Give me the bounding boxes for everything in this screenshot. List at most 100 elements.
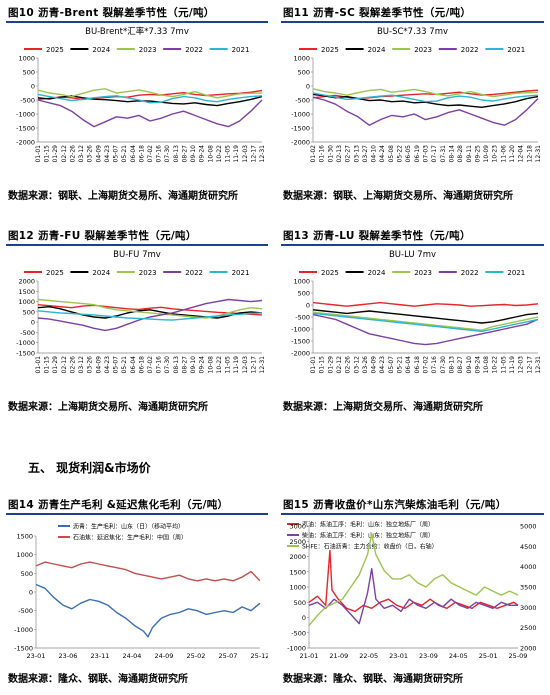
x-tick-label: 10-08 <box>483 356 490 374</box>
title-rule <box>6 21 268 23</box>
y-right-tick-label: 5000 <box>520 523 537 531</box>
panel-title-11: 图11 沥青-SC 裂解差季节性（元/吨） <box>283 7 472 19</box>
x-tick-label: 07-02 <box>147 145 154 163</box>
chart-close-vs-refining-margin: 汽油：炼油工序：毛利：山东：独立地炼厂（周） 柴油：炼油工序：毛利：山东：独立地炼… <box>287 521 537 660</box>
series-line <box>37 89 263 101</box>
x-tick-label: 04-24 <box>379 145 386 163</box>
series-line <box>37 298 263 332</box>
y-tick-label: 0 <box>306 83 310 91</box>
y-tick-label: -1500 <box>16 350 35 358</box>
y-tick-label: 500 <box>23 308 35 316</box>
chart-title: BU-FU 7mv <box>113 250 161 260</box>
title-rule <box>6 244 268 246</box>
legend-label: 2024 <box>92 46 110 54</box>
x-tick-label: 05-22 <box>397 145 404 163</box>
x-tick-label: 25-01 <box>479 652 498 660</box>
series-line <box>312 312 539 333</box>
panel-title-15: 图15 沥青收盘价*山东汽柴炼油毛利（元/吨） <box>283 499 507 511</box>
title-rule <box>281 21 544 23</box>
y-tick-label: -1000 <box>16 111 35 119</box>
x-tick-label: 06-18 <box>138 356 145 374</box>
x-tick-label: 07-02 <box>147 356 154 374</box>
x-tick-label: 07-16 <box>156 356 163 374</box>
series-line <box>308 549 519 613</box>
y-tick-label: 0 <box>29 589 33 597</box>
y-tick-label: 500 <box>23 69 35 77</box>
x-tick-label: 09-10 <box>190 145 197 163</box>
x-tick-label: 02-27 <box>345 145 352 163</box>
x-tick-label: 07-16 <box>156 145 163 163</box>
x-tick-label: 07-30 <box>440 356 447 374</box>
chart-bu-lu: BU-LU 7mv 2025 2024 2023 2022 2021 1000 500 0 -50… <box>291 250 542 374</box>
legend-label: 沥青：生产毛利：山东（日）（移动平均） <box>73 523 184 531</box>
y-tick-label: 500 <box>294 599 306 607</box>
y-tick-label: -500 <box>295 314 310 322</box>
x-tick-label: 06-04 <box>405 356 412 374</box>
x-tick-label: 12-31 <box>259 356 266 374</box>
y-tick-label: -500 <box>295 97 310 105</box>
x-tick-label: 09-11 <box>466 145 473 163</box>
chart-bu-fu: BU-FU 7mv 2025 2024 2023 2022 2021 2000 1500 100… <box>16 250 266 374</box>
x-tick-label: 25-12 <box>251 652 268 660</box>
y-right-tick-label: 3000 <box>520 604 537 612</box>
y-tick-label: 0 <box>306 302 310 310</box>
series-line <box>37 298 263 319</box>
y-tick-label: 0 <box>302 614 306 622</box>
legend-label: 2023 <box>139 46 157 54</box>
series-line <box>35 561 261 582</box>
x-tick-label: 08-27 <box>181 356 188 374</box>
y-tick-label: -500 <box>20 97 35 105</box>
x-tick-label: 10-22 <box>216 145 223 163</box>
y-right-tick-label: 2000 <box>520 645 537 653</box>
x-tick-label: 04-09 <box>95 145 102 163</box>
chart-bu-brent: BU-Brent*汇率*7.33 7mv 2025 2024 2023 2022 2021… <box>16 26 266 163</box>
x-tick-label: 06-04 <box>130 356 137 374</box>
x-tick-label: 03-26 <box>87 356 94 374</box>
x-tick-label: 25-02 <box>187 652 206 660</box>
y-tick-label: -1000 <box>291 111 310 119</box>
source-note-11: 数据来源：钢联、上海期货交易所、海通期货研究所 <box>283 191 513 202</box>
x-tick-label: 11-20 <box>509 145 516 163</box>
legend-label: 2021 <box>232 269 250 277</box>
panel-title-14: 图14 沥青生产毛利 &延迟焦化毛利（元/吨） <box>8 499 229 511</box>
x-tick-label: 09-10 <box>466 356 473 374</box>
legend-label: 2025 <box>321 269 339 277</box>
legend-label: 柴油：炼油工序：毛利：山东：独立地炼厂（周） <box>302 532 434 540</box>
x-tick-label: 06-04 <box>130 145 137 163</box>
y-tick-label: 0 <box>31 83 35 91</box>
x-tick-label: 12-31 <box>535 356 542 374</box>
y-tick-label: -2000 <box>16 139 35 147</box>
x-tick-label: 07-17 <box>431 145 438 163</box>
x-tick-label: 01-15 <box>319 356 326 374</box>
title-rule <box>281 244 544 246</box>
x-tick-label: 06-18 <box>138 145 145 163</box>
x-tick-label: 03-26 <box>362 356 369 374</box>
y-tick-label: 500 <box>298 290 310 298</box>
y-tick-label: -1500 <box>16 125 35 133</box>
y-tick-label: 2500 <box>289 538 306 546</box>
x-tick-label: 01-29 <box>52 356 59 374</box>
title-rule <box>6 513 268 515</box>
x-tick-label: 07-30 <box>164 356 171 374</box>
x-tick-label: 01-29 <box>52 145 59 163</box>
legend-label: 2025 <box>46 46 64 54</box>
y-right-tick-label: 4500 <box>520 543 537 551</box>
x-tick-label: 02-26 <box>69 356 76 374</box>
y-tick-label: 1000 <box>18 298 35 306</box>
x-tick-label: 08-13 <box>173 145 180 163</box>
x-tick-label: 09-24 <box>474 356 481 374</box>
x-tick-label: 01-15 <box>44 356 51 374</box>
y-tick-label: -1000 <box>14 626 33 634</box>
x-tick-label: 23-01 <box>27 652 46 660</box>
x-tick-label: 05-07 <box>113 145 120 163</box>
x-tick-label: 09-25 <box>474 145 481 163</box>
y-tick-label: 1500 <box>18 288 35 296</box>
series-line <box>308 568 518 625</box>
series-line <box>312 92 539 103</box>
x-tick-label: 08-28 <box>457 145 464 163</box>
y-tick-label: 3000 <box>289 523 306 531</box>
x-tick-label: 01-16 <box>319 145 326 163</box>
x-tick-label: 25-09 <box>509 652 528 660</box>
series-line <box>37 310 263 321</box>
x-tick-label: 12-17 <box>526 356 533 374</box>
